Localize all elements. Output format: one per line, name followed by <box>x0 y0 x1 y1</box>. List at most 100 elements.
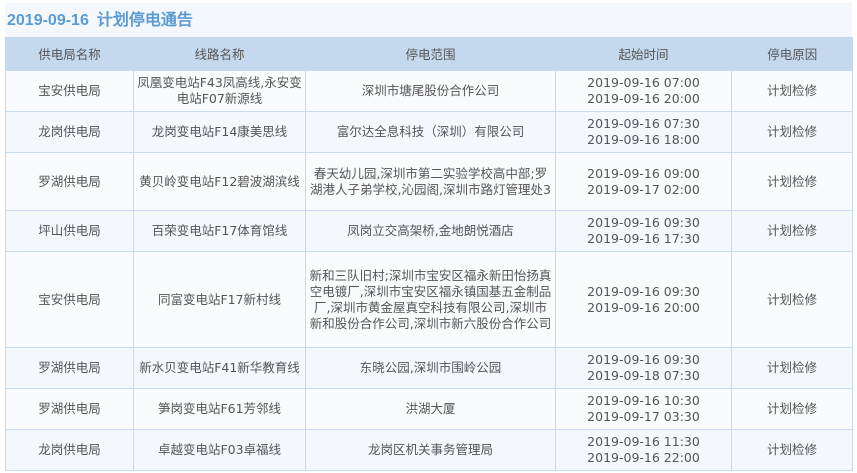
outage-reason: 计划检修 <box>766 360 817 375</box>
start-time: 2019-09-16 11:30 <box>587 434 700 449</box>
bureau-name: 罗湖供电局 <box>38 401 101 416</box>
reason-cell: 计划检修 <box>731 210 853 252</box>
end-time: 2019-09-18 07:30 <box>587 368 700 383</box>
time-cell: 2019-09-16 10:30 2019-09-17 03:30 <box>555 388 732 430</box>
reason-cell: 计划检修 <box>731 152 853 211</box>
table-row: 龙岗供电局 卓越变电站F03卓福线 龙岗区机关事务管理局 2019-09-16 11:… <box>5 429 853 471</box>
outage-reason: 计划检修 <box>766 291 817 307</box>
line-name: 同富变电站F17新村线 <box>157 291 282 307</box>
line-cell: 黄贝岭变电站F12碧波湖滨线 <box>133 152 306 211</box>
column-header: 线路名称 <box>133 37 306 71</box>
outage-reason: 计划检修 <box>766 173 817 189</box>
end-time: 2019-09-16 17:30 <box>587 231 700 246</box>
bureau-name: 龙岗供电局 <box>38 124 101 139</box>
area-cell: 新和三队旧村;深圳市宝安区福永新田怡扬真空电镀厂,深圳市宝安区福永镇国基五金制品… <box>305 251 556 348</box>
bureau-cell: 坪山供电局 <box>5 210 134 252</box>
outage-area: 龙岗区机关事务管理局 <box>367 442 493 457</box>
area-cell: 东晓公园,深圳市围岭公园 <box>305 347 556 389</box>
outage-area: 东晓公园,深圳市围岭公园 <box>359 360 502 375</box>
area-cell: 凤岗立交高架桥,金地朗悦酒店 <box>305 210 556 252</box>
end-time: 2019-09-16 20:00 <box>587 91 700 106</box>
line-cell: 凤凰变电站F43凤高线,永安变电站F07新源线 <box>133 70 306 112</box>
outage-area: 洪湖大厦 <box>405 401 456 416</box>
outage-notice-panel: 2019-09-16 计划停电通告 供电局名称 线路名称 停电范围 起始时间 停电… <box>5 3 853 471</box>
time-cell: 2019-09-16 09:30 2019-09-18 07:30 <box>555 347 732 389</box>
line-name: 笋岗变电站F61芳邻线 <box>157 401 282 416</box>
line-name: 新水贝变电站F41新华教育线 <box>139 360 300 375</box>
bureau-cell: 罗湖供电局 <box>5 152 134 211</box>
column-header: 供电局名称 <box>5 37 134 71</box>
end-time: 2019-09-17 02:00 <box>587 181 700 197</box>
line-cell: 百荣变电站F17体育馆线 <box>133 210 306 252</box>
bureau-name: 坪山供电局 <box>38 223 101 238</box>
line-name: 百荣变电站F17体育馆线 <box>151 223 288 238</box>
table-row: 坪山供电局 百荣变电站F17体育馆线 凤岗立交高架桥,金地朗悦酒店 2019-09-1… <box>5 210 853 252</box>
area-cell: 洪湖大厦 <box>305 388 556 430</box>
outage-area: 春天幼儿园,深圳市第二实验学校高中部;罗湖港人子弟学校,沁园阁,深圳市路灯管理处… <box>310 165 551 197</box>
table-row: 罗湖供电局 新水贝变电站F41新华教育线 东晓公园,深圳市围岭公园 2019-09-1… <box>5 347 853 389</box>
area-cell: 龙岗区机关事务管理局 <box>305 429 556 471</box>
time-cell: 2019-09-16 09:00 2019-09-17 02:00 <box>555 152 732 211</box>
table-row: 罗湖供电局 笋岗变电站F61芳邻线 洪湖大厦 2019-09-16 10:30 2019… <box>5 388 853 430</box>
table-row: 宝安供电局 同富变电站F17新村线 新和三队旧村;深圳市宝安区福永新田怡扬真空电镀厂… <box>5 251 853 348</box>
page-title: 2019-09-16 计划停电通告 <box>5 3 852 37</box>
bureau-name: 宝安供电局 <box>38 291 101 307</box>
column-header: 起始时间 <box>555 37 732 71</box>
bureau-cell: 罗湖供电局 <box>5 388 134 430</box>
time-cell: 2019-09-16 09:30 2019-09-16 20:00 <box>555 251 732 348</box>
line-cell: 新水贝变电站F41新华教育线 <box>133 347 306 389</box>
bureau-name: 罗湖供电局 <box>38 360 101 375</box>
start-time: 2019-09-16 09:00 <box>587 165 700 181</box>
bureau-name: 龙岗供电局 <box>38 442 101 457</box>
bureau-cell: 罗湖供电局 <box>5 347 134 389</box>
outage-reason: 计划检修 <box>766 442 817 457</box>
time-cell: 2019-09-16 11:30 2019-09-16 22:00 <box>555 429 732 471</box>
line-name: 龙岗变电站F14康美思线 <box>151 124 288 139</box>
table-header: 供电局名称 线路名称 停电范围 起始时间 停电原因 <box>5 37 853 71</box>
outage-reason: 计划检修 <box>766 83 817 98</box>
outage-area: 富尔达全息科技（深圳）有限公司 <box>336 124 525 139</box>
area-cell: 富尔达全息科技（深圳）有限公司 <box>305 111 556 153</box>
start-time: 2019-09-16 09:30 <box>587 215 700 230</box>
title-date: 2019-09-16 <box>7 12 89 29</box>
bureau-cell: 龙岗供电局 <box>5 429 134 471</box>
outage-area: 凤岗立交高架桥,金地朗悦酒店 <box>347 223 514 238</box>
time-cell: 2019-09-16 07:30 2019-09-16 18:00 <box>555 111 732 153</box>
start-time: 2019-09-16 07:00 <box>587 75 700 90</box>
outage-area: 深圳市塘尾股份合作公司 <box>361 83 500 98</box>
reason-cell: 计划检修 <box>731 70 853 112</box>
line-name: 凤凰变电站F43凤高线,永安变电站F07新源线 <box>137 75 302 106</box>
bureau-name: 宝安供电局 <box>38 83 101 98</box>
bureau-name: 罗湖供电局 <box>38 173 101 189</box>
outage-table: 供电局名称 线路名称 停电范围 起始时间 停电原因 宝安供电局 凤凰变电站F43凤… <box>5 37 853 471</box>
line-cell: 同富变电站F17新村线 <box>133 251 306 348</box>
start-time: 2019-09-16 07:30 <box>587 116 700 131</box>
outage-reason: 计划检修 <box>766 223 817 238</box>
end-time: 2019-09-16 20:00 <box>587 299 700 315</box>
area-cell: 深圳市塘尾股份合作公司 <box>305 70 556 112</box>
line-cell: 笋岗变电站F61芳邻线 <box>133 388 306 430</box>
table-row: 龙岗供电局 龙岗变电站F14康美思线 富尔达全息科技（深圳）有限公司 2019-09-… <box>5 111 853 153</box>
line-cell: 龙岗变电站F14康美思线 <box>133 111 306 153</box>
time-cell: 2019-09-16 07:00 2019-09-16 20:00 <box>555 70 732 112</box>
outage-reason: 计划检修 <box>766 124 817 139</box>
reason-cell: 计划检修 <box>731 111 853 153</box>
start-time: 2019-09-16 09:30 <box>587 352 700 367</box>
column-header: 停电原因 <box>731 37 853 71</box>
end-time: 2019-09-16 22:00 <box>587 450 700 465</box>
reason-cell: 计划检修 <box>731 347 853 389</box>
table-row: 宝安供电局 凤凰变电站F43凤高线,永安变电站F07新源线 深圳市塘尾股份合作公司 2… <box>5 70 853 112</box>
end-time: 2019-09-16 18:00 <box>587 132 700 147</box>
bureau-cell: 龙岗供电局 <box>5 111 134 153</box>
line-cell: 卓越变电站F03卓福线 <box>133 429 306 471</box>
line-name: 黄贝岭变电站F12碧波湖滨线 <box>139 173 300 189</box>
line-name: 卓越变电站F03卓福线 <box>157 442 282 457</box>
start-time: 2019-09-16 09:30 <box>587 283 700 299</box>
column-header: 停电范围 <box>305 37 556 71</box>
reason-cell: 计划检修 <box>731 388 853 430</box>
outage-area: 新和三队旧村;深圳市宝安区福永新田怡扬真空电镀厂,深圳市宝安区福永镇国基五金制品… <box>309 267 552 331</box>
time-cell: 2019-09-16 09:30 2019-09-16 17:30 <box>555 210 732 252</box>
reason-cell: 计划检修 <box>731 429 853 471</box>
outage-reason: 计划检修 <box>766 401 817 416</box>
area-cell: 春天幼儿园,深圳市第二实验学校高中部;罗湖港人子弟学校,沁园阁,深圳市路灯管理处… <box>305 152 556 211</box>
